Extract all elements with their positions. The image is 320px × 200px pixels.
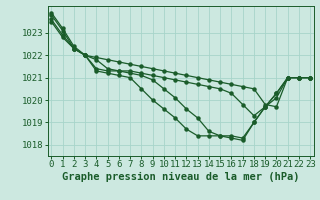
X-axis label: Graphe pression niveau de la mer (hPa): Graphe pression niveau de la mer (hPa) bbox=[62, 172, 300, 182]
